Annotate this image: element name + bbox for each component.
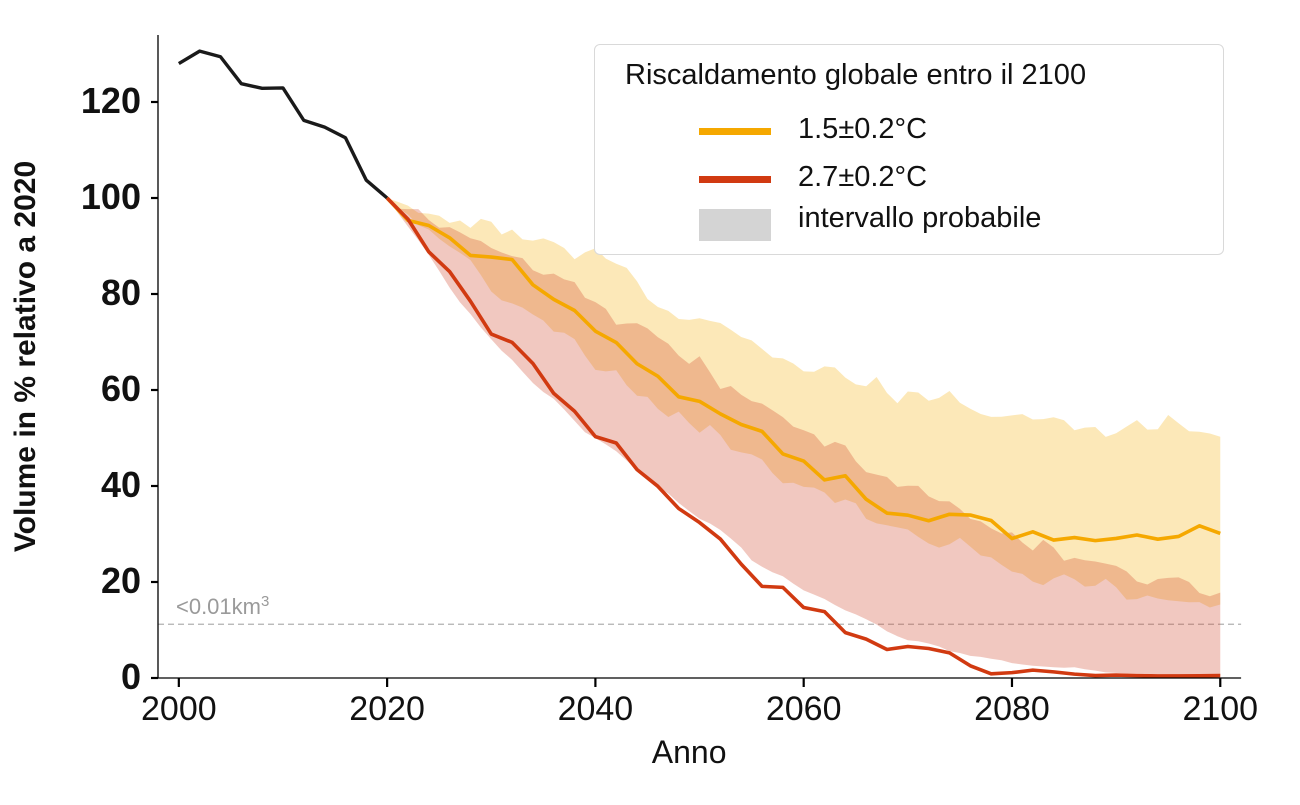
svg-text:100: 100 xyxy=(81,176,141,217)
svg-text:2060: 2060 xyxy=(766,690,842,728)
svg-text:80: 80 xyxy=(101,272,141,313)
svg-text:Volume in % relativo a 2020: Volume in % relativo a 2020 xyxy=(9,161,42,552)
svg-text:2020: 2020 xyxy=(349,690,425,728)
svg-text:2080: 2080 xyxy=(974,690,1050,728)
svg-text:0: 0 xyxy=(121,656,141,697)
svg-text:2040: 2040 xyxy=(558,690,634,728)
svg-text:2100: 2100 xyxy=(1182,690,1258,728)
svg-text:20: 20 xyxy=(101,560,141,601)
svg-text:40: 40 xyxy=(101,464,141,505)
svg-text:120: 120 xyxy=(81,80,141,121)
svg-text:2000: 2000 xyxy=(141,690,217,728)
svg-text:<0.01km3: <0.01km3 xyxy=(176,593,269,620)
svg-text:Anno: Anno xyxy=(652,734,727,770)
svg-text:60: 60 xyxy=(101,368,141,409)
